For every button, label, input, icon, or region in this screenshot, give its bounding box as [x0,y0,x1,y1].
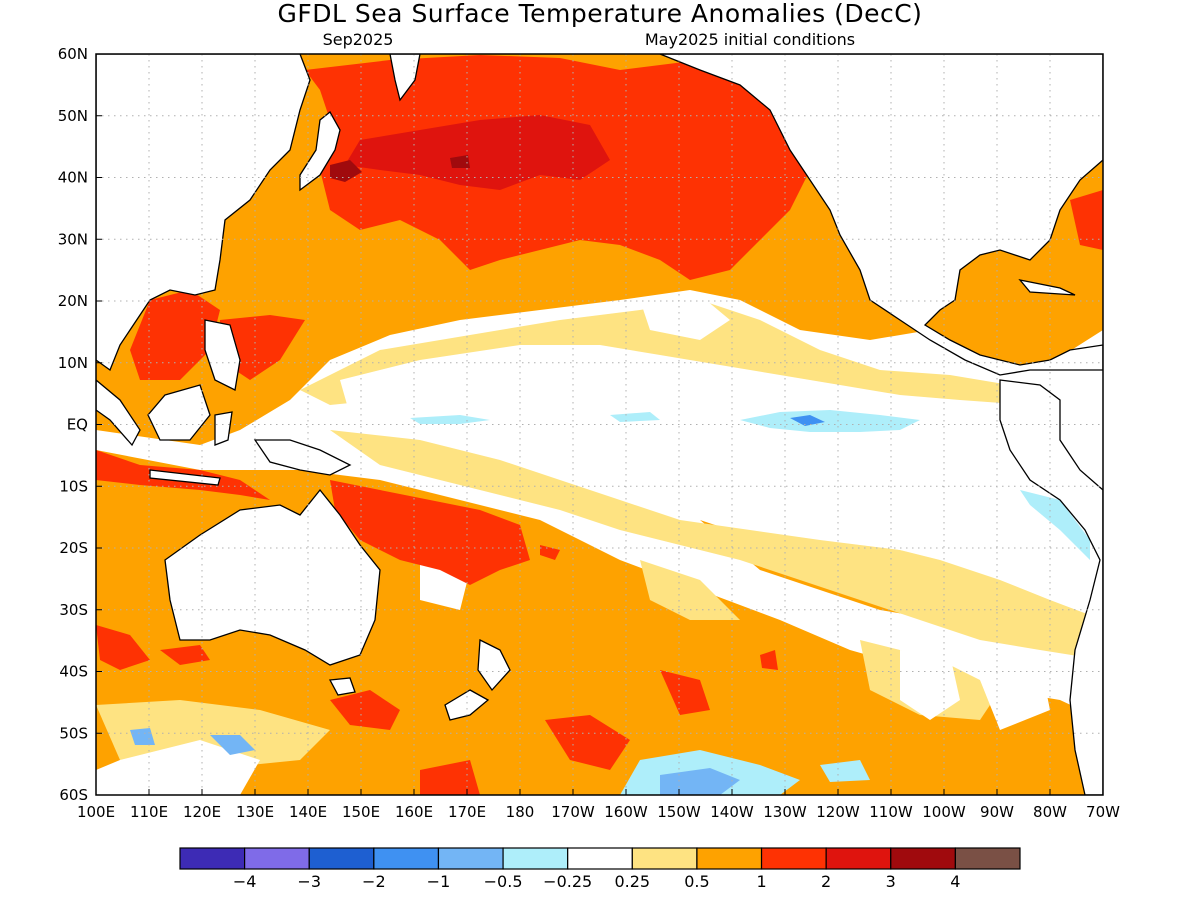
colorbar-label: 0.5 [684,872,709,891]
colorbar-label: −0.5 [484,872,523,891]
kamchatka-outline [389,54,421,102]
colorbar-swatch [179,847,246,870]
lat-tick-label: 50N [58,107,88,125]
australia-outline [164,488,381,666]
colorbar: −4 −3 −2 −1 −0.5 −0.25 0.25 0.5 1 2 3 4 [179,847,1021,891]
lat-tick-label: 60S [59,786,88,804]
borneo-outline [147,384,211,441]
lon-tick-label: 130E [236,803,274,821]
initial-conditions-label: May2025 initial conditions [645,30,855,49]
new-zealand-north-outline [477,638,511,692]
lat-tick-label: 50S [59,724,88,742]
lon-tick-label: 90W [980,803,1014,821]
lat-tick-label: 30N [58,230,88,248]
sulawesi-outline [214,411,233,446]
anomaly-fill-neutral [96,295,1103,795]
anomaly-fill-cool [130,410,1090,795]
colorbar-label: −0.25 [543,872,592,891]
lon-tick-label: 170W [551,803,595,821]
colorbar-label: −2 [362,872,386,891]
colorbar-label: 1 [756,872,766,891]
new-guinea-outline [253,439,352,476]
land-masses [96,54,1103,795]
latitude-axis: 60N 50N 40N 30N 20N 10N EQ 10S 20S 30S 40S 50S 60S [58,45,102,804]
colorbar-swatch [308,847,375,870]
lon-tick-label: 160W [604,803,648,821]
sumatra-outline [96,379,141,447]
lon-tick-label: 100E [77,803,115,821]
lat-tick-label: 20N [58,292,88,310]
colorbar-label: 0.25 [614,872,650,891]
lat-tick-label: 40N [58,169,88,187]
colorbar-swatch [954,847,1021,870]
colorbar-swatch [760,847,827,870]
colorbar-swatch [696,847,763,870]
colorbar-swatch [244,847,310,870]
lon-tick-label: 130W [763,803,807,821]
anomaly-fill-maroon [330,155,470,182]
lat-tick-label: EQ [67,416,88,434]
lon-tick-label: 140W [710,803,754,821]
colorbar-label: −4 [233,872,257,891]
colorbar-swatch [631,847,698,870]
cuba-outline [1018,279,1076,296]
lon-tick-label: 110W [869,803,913,821]
lon-tick-label: 150W [657,803,701,821]
lat-tick-label: 40S [59,663,88,681]
longitude-axis: 100E 110E 120E 130E 140E 150E 160E 170E 180 170W 1… [77,789,1120,821]
lon-tick-label: 150E [342,803,380,821]
colorbar-swatch [890,847,956,870]
lat-tick-label: 20S [59,539,88,557]
colorbar-swatch [502,847,569,870]
map-area [96,54,1103,795]
colorbar-label: 2 [821,872,831,891]
lon-tick-label: 100W [922,803,966,821]
colorbar-swatch [373,847,440,870]
lon-tick-label: 160E [395,803,433,821]
colorbar-label: 4 [950,872,960,891]
lon-tick-label: 120W [816,803,860,821]
lon-tick-label: 180 [506,803,535,821]
lat-tick-label: 30S [59,601,88,619]
lon-tick-label: 80W [1033,803,1067,821]
lon-tick-label: 70W [1086,803,1120,821]
colorbar-label: −3 [297,872,321,891]
north-america-outline [659,54,1103,376]
lon-tick-label: 140E [289,803,327,821]
colorbar-label: −1 [427,872,451,891]
figure-title: GFDL Sea Surface Temperature Anomalies (… [278,0,923,28]
lat-tick-label: 10N [58,354,88,372]
japan-outline [299,111,341,192]
lon-tick-label: 110E [130,803,168,821]
tasmania-outline [328,677,356,696]
lon-tick-label: 170E [448,803,486,821]
colorbar-swatch [825,847,892,870]
south-america-outline [999,379,1103,795]
colorbar-label: 3 [886,872,896,891]
new-zealand-south-outline [444,689,490,721]
philippines-outline [204,319,241,391]
lon-tick-label: 120E [183,803,221,821]
anomaly-fill-darkred [345,115,610,190]
colorbar-swatch [567,847,633,870]
valid-date-label: Sep2025 [323,30,394,49]
lat-tick-label: 60N [58,45,88,63]
lat-tick-label: 10S [59,477,88,495]
colorbar-swatch [437,847,504,870]
